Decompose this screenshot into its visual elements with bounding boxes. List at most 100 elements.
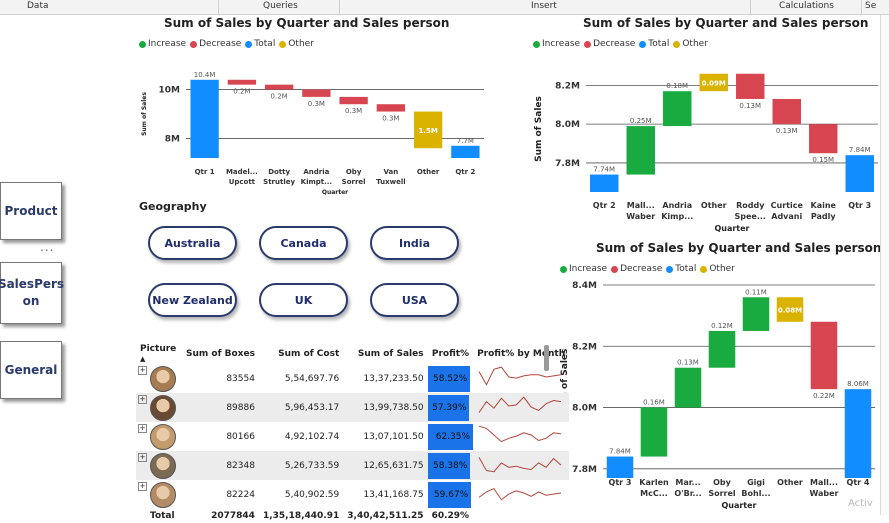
boxes-cell: 82224 [226, 489, 255, 500]
data-label: 0.11M [745, 288, 767, 296]
x-tick-label: Kimp... [661, 212, 693, 221]
sparkline [478, 487, 562, 501]
chart1-legend: Increase Decrease Total Other [139, 39, 318, 49]
waterfall-bar-increase[interactable] [663, 91, 692, 127]
x-tick-label: Mall... [627, 201, 655, 210]
header-profit-by-month[interactable]: Profit% by Month [477, 349, 566, 359]
geo-australia-button[interactable]: Australia [148, 226, 237, 260]
x-tick-label: Qtr 3 [848, 201, 871, 210]
header-picture[interactable]: Picture ▲ [140, 344, 177, 363]
data-label: 0.08M [778, 307, 802, 315]
chart2-waterfall[interactable]: 7.8M 8.0M 8.2M Sum of Sales 7.74M Qtr 2 0.25M M… [528, 58, 880, 236]
expand-icon[interactable]: + [138, 394, 147, 404]
chart3-waterfall[interactable]: 7.8M 8.0M 8.2M 8.4M Sum of Sales 7.84M Qtr 3 0.… [555, 278, 880, 514]
waterfall-bar-decrease[interactable] [264, 84, 294, 90]
ribbon-insert[interactable]: Insert [531, 1, 557, 11]
waterfall-bar-total[interactable] [606, 456, 634, 478]
geo-new-zealand-button[interactable]: New Zealand [148, 283, 237, 317]
expand-icon[interactable]: + [138, 365, 147, 375]
waterfall-bar-increase[interactable] [674, 367, 702, 408]
waterfall-bar-decrease[interactable] [809, 124, 838, 154]
total-dot-icon [666, 265, 674, 273]
geography-title: Geography [139, 200, 207, 213]
waterfall-bar-total[interactable] [190, 79, 219, 158]
table-scrollbar[interactable] [544, 345, 549, 371]
table-row[interactable]: + 80166 4,92,102.74 13,07,101.50 62.35% [136, 422, 569, 451]
total-profit: 60.29% [431, 511, 470, 521]
x-tick-label: Strutley [263, 178, 295, 186]
waterfall-bar-total[interactable] [844, 389, 872, 478]
waterfall-bar-increase[interactable] [708, 330, 736, 368]
legend-other: Other [700, 264, 735, 274]
legend-total: Total [666, 264, 696, 274]
waterfall-bar-other[interactable] [699, 73, 728, 92]
waterfall-bar-decrease[interactable] [736, 73, 765, 99]
data-label: 7.74M [593, 166, 615, 174]
geo-uk-button[interactable]: UK [259, 283, 348, 317]
profit-bar: 57.39% [427, 394, 470, 421]
profit-cell: 62.35% [427, 422, 474, 451]
waterfall-bar-decrease[interactable] [227, 79, 257, 85]
cost-cell: 5,54,697.76 [284, 373, 340, 384]
expand-icon[interactable]: + [138, 423, 147, 433]
sparkline [478, 366, 562, 386]
sparkline-line [478, 457, 562, 473]
waterfall-bar-decrease[interactable] [772, 98, 801, 125]
chart3-legend: Increase Decrease Total Other [560, 264, 739, 274]
expand-icon[interactable]: + [138, 452, 147, 462]
waterfall-bar-increase[interactable] [640, 407, 668, 457]
waterfall-bar-total[interactable] [590, 174, 619, 192]
waterfall-bar-decrease[interactable] [810, 321, 838, 390]
ribbon-se[interactable]: Se [865, 1, 877, 11]
geo-usa-button[interactable]: USA [370, 283, 459, 317]
header-sum-of-sales[interactable]: Sum of Sales [357, 349, 424, 359]
data-label: 7.84M [849, 146, 871, 154]
expand-icon[interactable]: + [138, 481, 147, 491]
waterfall-bar-decrease[interactable] [339, 96, 368, 105]
waterfall-bar-other[interactable] [413, 111, 443, 149]
cost-cell: 5,40,902.59 [284, 489, 340, 500]
more-options-icon[interactable]: ... [40, 240, 55, 254]
waterfall-bar-increase[interactable] [742, 297, 770, 331]
header-profit[interactable]: Profit% [431, 349, 470, 359]
waterfall-bar-decrease[interactable] [302, 89, 331, 97]
sparkline-cell [473, 364, 569, 393]
waterfall-bar-decrease[interactable] [376, 104, 406, 112]
table-row[interactable]: + 89886 5,96,453.17 13,99,738.50 57.39% [136, 393, 570, 422]
increase-dot-icon [139, 40, 146, 48]
x-tick-label: Sorrel [342, 178, 366, 186]
table-row[interactable]: + 83554 5,54,697.76 13,37,233.50 58.52% [136, 364, 569, 393]
data-label: 10.4M [194, 71, 216, 79]
x-tick-label: Qtr 2 [593, 201, 616, 210]
data-label: 0.16M [643, 399, 665, 407]
waterfall-bar-total[interactable] [451, 145, 480, 158]
decrease-dot-icon [611, 265, 619, 273]
product-nav-button[interactable]: Product [0, 182, 62, 240]
waterfall-bar-other[interactable] [776, 297, 804, 322]
waterfall-bar-total[interactable] [845, 155, 874, 192]
y-tick-label: 8.0M [572, 404, 597, 414]
boxes-cell: 83554 [226, 373, 255, 384]
sparkline-line [478, 366, 562, 386]
x-tick-label: Gigi [747, 478, 765, 487]
x-tick-label: Dotty [268, 168, 290, 176]
data-label: 0.3M [308, 100, 325, 108]
x-tick-label: Upcott [229, 178, 256, 186]
salesperson-nav-button[interactable]: SalesPers on [0, 262, 64, 324]
header-sum-of-boxes[interactable]: Sum of Boxes [186, 349, 255, 359]
geo-canada-button[interactable]: Canada [259, 226, 348, 260]
waterfall-bar-increase[interactable] [626, 126, 655, 175]
x-tick-label: Karlen [639, 478, 669, 487]
x-tick-label: Oby [346, 168, 362, 176]
ribbon-data[interactable]: Data [27, 1, 49, 11]
chart1-waterfall[interactable]: 8M 10M Sum of Sales 10.4M Qtr 1 0.2M Madel... U… [134, 58, 486, 198]
general-nav-button[interactable]: General [0, 341, 62, 399]
table-row[interactable]: + 82348 5,26,733.59 12,65,631.75 58.38% [136, 451, 570, 480]
header-sum-of-cost[interactable]: Sum of Cost [278, 349, 340, 359]
ribbon-calculations[interactable]: Calculations [779, 1, 834, 11]
geo-india-button[interactable]: India [370, 226, 459, 260]
table-row[interactable]: + 82224 5,40,902.59 13,41,168.75 59.67% [136, 480, 569, 509]
picture-cell: + [136, 364, 182, 393]
ribbon-queries[interactable]: Queries [263, 1, 298, 11]
sort-icon[interactable]: ▲ [140, 355, 146, 363]
